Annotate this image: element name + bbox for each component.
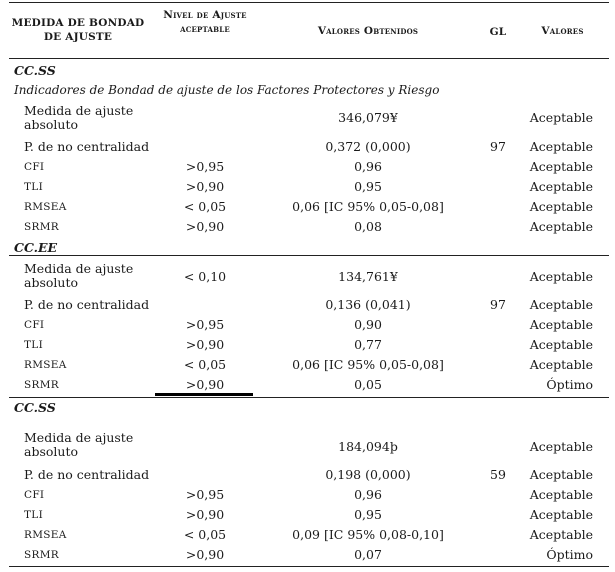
result-value: Aceptable <box>529 159 593 174</box>
obtained-value: 0,06 [IC 95% 0,05-0,08] <box>292 199 444 214</box>
result-value: Aceptable <box>529 527 593 542</box>
header-results: Valores <box>541 25 584 37</box>
measure-label: SRMR <box>24 379 59 391</box>
result-value: Aceptable <box>529 219 593 234</box>
obtained-value: 0,96 <box>354 159 382 174</box>
measure-label: TLI <box>24 339 44 351</box>
obtained-value: 0,05 <box>354 377 382 392</box>
result-value: Aceptable <box>529 297 593 312</box>
measure-label: P. de no centralidad <box>24 467 150 482</box>
measure-label: Medida de ajuste absoluto <box>24 261 134 290</box>
measure-label: CFI <box>24 319 45 331</box>
measure-label: SRMR <box>24 549 59 561</box>
acceptable-level: >0,95 <box>185 317 225 332</box>
obtained-value: 346,079¥ <box>338 110 398 125</box>
acceptable-level: >0,95 <box>185 159 225 174</box>
section-title: CC.SS <box>14 400 56 415</box>
measure-label: TLI <box>24 181 44 193</box>
acceptable-level: >0,90 <box>185 507 225 522</box>
acceptable-level: < 0,10 <box>183 269 227 284</box>
gl-value: 59 <box>490 467 506 482</box>
gl-value: 97 <box>490 139 506 154</box>
obtained-value: 134,761¥ <box>338 269 398 284</box>
result-value: Aceptable <box>529 317 593 332</box>
result-value: Aceptable <box>529 269 593 284</box>
obtained-value: 0,09 [IC 95% 0,08-0,10] <box>292 527 444 542</box>
obtained-value: 0,96 <box>354 487 382 502</box>
measure-label: RMSEA <box>24 529 67 541</box>
obtained-value: 0,136 (0,041) <box>325 297 411 312</box>
section-rule <box>9 397 609 398</box>
obtained-value: 0,90 <box>354 317 382 332</box>
result-value: Aceptable <box>529 110 593 125</box>
measure-label: RMSEA <box>24 201 67 213</box>
bottom-rule <box>9 566 609 567</box>
top-rule <box>9 2 609 3</box>
cell-underline <box>155 393 253 396</box>
result-value: Aceptable <box>529 507 593 522</box>
result-value: Aceptable <box>529 487 593 502</box>
section-rule <box>9 255 609 256</box>
header-measure: MEDIDA DE BONDAD DE AJUSTE <box>11 17 145 43</box>
measure-label: P. de no centralidad <box>24 297 150 312</box>
measure-label: P. de no centralidad <box>24 139 150 154</box>
acceptable-level: >0,95 <box>185 487 225 502</box>
measure-label: TLI <box>24 509 44 521</box>
gl-value: 97 <box>490 297 506 312</box>
acceptable-level: < 0,05 <box>183 357 227 372</box>
section-subtitle: Indicadores de Bondad de ajuste de los F… <box>14 83 440 97</box>
obtained-value: 0,77 <box>354 337 382 352</box>
result-value: Aceptable <box>529 439 593 454</box>
measure-label: SRMR <box>24 221 59 233</box>
obtained-value: 0,95 <box>354 179 382 194</box>
acceptable-level: >0,90 <box>185 179 225 194</box>
result-value: Óptimo <box>546 547 593 562</box>
obtained-value: 0,07 <box>354 547 382 562</box>
header-level: Nivel de Ajuste aceptable <box>163 9 247 35</box>
header-rule <box>9 58 609 59</box>
obtained-value: 0,95 <box>354 507 382 522</box>
measure-label: CFI <box>24 489 45 501</box>
acceptable-level: >0,90 <box>185 377 225 392</box>
obtained-value: 0,06 [IC 95% 0,05-0,08] <box>292 357 444 372</box>
result-value: Aceptable <box>529 467 593 482</box>
obtained-value: 0,372 (0,000) <box>325 139 411 154</box>
acceptable-level: >0,90 <box>185 219 225 234</box>
section-title: CC.EE <box>14 240 58 255</box>
acceptable-level: >0,90 <box>185 337 225 352</box>
acceptable-level: >0,90 <box>185 547 225 562</box>
result-value: Aceptable <box>529 337 593 352</box>
measure-label: RMSEA <box>24 359 67 371</box>
measure-label: Medida de ajuste absoluto <box>24 430 134 459</box>
result-value: Óptimo <box>546 377 593 392</box>
header-gl: GL <box>489 26 507 38</box>
result-value: Aceptable <box>529 357 593 372</box>
section-title: CC.SS <box>14 63 56 78</box>
obtained-value: 184,094þ <box>338 439 398 454</box>
measure-label: CFI <box>24 161 45 173</box>
measure-label: Medida de ajuste absoluto <box>24 103 134 132</box>
obtained-value: 0,08 <box>354 219 382 234</box>
result-value: Aceptable <box>529 139 593 154</box>
result-value: Aceptable <box>529 179 593 194</box>
acceptable-level: < 0,05 <box>183 527 227 542</box>
acceptable-level: < 0,05 <box>183 199 227 214</box>
obtained-value: 0,198 (0,000) <box>325 467 411 482</box>
result-value: Aceptable <box>529 199 593 214</box>
header-values-obtained: Valores Obtenidos <box>317 25 419 37</box>
